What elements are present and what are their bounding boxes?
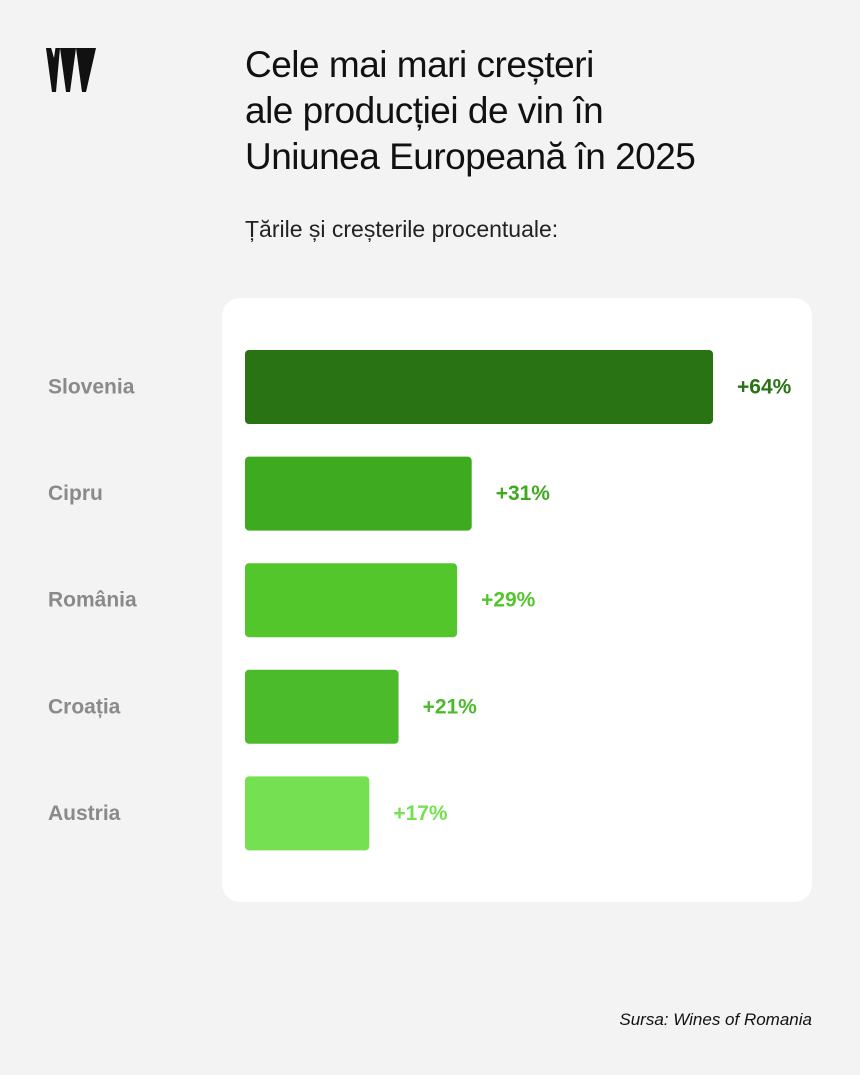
value-label: +31% xyxy=(496,482,551,505)
chart-subtitle: Țările și creșterile procentuale: xyxy=(245,216,559,242)
value-label: +17% xyxy=(393,802,448,825)
value-label: +29% xyxy=(481,589,536,612)
value-label: +21% xyxy=(423,695,478,718)
category-label: Austria xyxy=(48,802,121,825)
category-label: Slovenia xyxy=(48,376,135,399)
source: Sursa: Wines of Romania xyxy=(619,1010,812,1029)
category-label: România xyxy=(48,589,137,612)
bar xyxy=(245,350,713,424)
bar xyxy=(245,456,472,531)
bar xyxy=(245,776,370,851)
category-label: Cipru xyxy=(48,482,103,505)
value-label: +64% xyxy=(737,376,792,399)
chart-title: Cele mai mari creșteri ale producției de… xyxy=(245,44,696,177)
bar xyxy=(245,563,458,638)
category-label: Croația xyxy=(48,695,121,718)
bar xyxy=(245,669,399,744)
logo xyxy=(46,44,96,92)
